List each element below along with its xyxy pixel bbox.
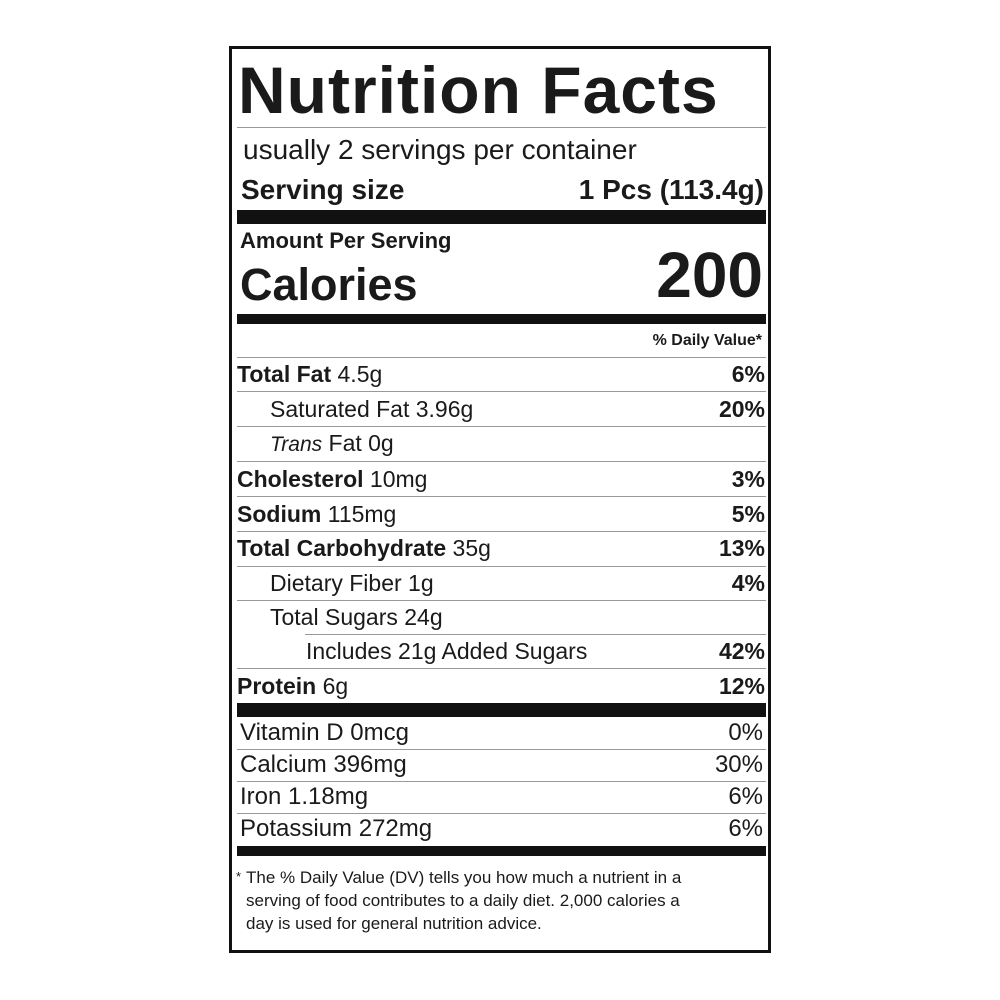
dv-heading: % Daily Value* xyxy=(652,332,762,349)
title: Nutrition Facts xyxy=(238,53,719,127)
nutrient-name: Protein xyxy=(237,673,317,699)
nutrient-amount: 24g xyxy=(404,604,443,630)
divider xyxy=(237,496,766,497)
nutrient-name: Dietary Fiber xyxy=(270,570,402,596)
divider xyxy=(237,781,766,782)
vitamin-name: Vitamin D xyxy=(240,719,344,746)
nutrient-dv: 42% xyxy=(718,638,765,664)
vitamin-dv: 0% xyxy=(728,719,763,746)
nutrient-row: Total Sugars 24g xyxy=(237,602,765,632)
serving-size-value: 1 Pcs (113.4g) xyxy=(578,174,764,205)
nutrient-name: Sodium xyxy=(237,501,322,527)
vitamin-amount: 396mg xyxy=(333,751,407,778)
nutrient-dv: 20% xyxy=(718,396,765,422)
nutrient-amount: 115mg xyxy=(327,501,397,527)
nutrient-amount: 6g xyxy=(322,673,349,699)
vitamin-name: Calcium xyxy=(240,751,327,778)
thick-bar xyxy=(237,314,766,324)
nutrient-dv: 6% xyxy=(731,361,765,387)
vitamin-row: Vitamin D 0mcg 0% xyxy=(240,718,763,748)
footnote-line: day is used for general nutrition advice… xyxy=(246,914,542,933)
nutrient-amount: 35g xyxy=(452,535,491,561)
vitamin-row: Potassium 272mg 6% xyxy=(240,814,763,844)
thick-bar xyxy=(237,210,766,224)
nutrient-row: Includes 21g Added Sugars 42% xyxy=(237,636,765,666)
divider xyxy=(237,600,766,601)
vitamin-dv: 6% xyxy=(728,783,763,810)
calories-label: Calories xyxy=(240,259,418,310)
amount-heading: Amount Per Serving xyxy=(240,228,452,253)
divider xyxy=(237,668,766,669)
nutrient-name: Cholesterol xyxy=(237,466,364,492)
divider xyxy=(237,127,766,128)
footnote-line: serving of food contributes to a daily d… xyxy=(246,891,680,910)
vitamin-amount: 0mcg xyxy=(350,719,409,746)
footnote-marker: * xyxy=(236,869,242,884)
nutrient-amount: 1g xyxy=(408,570,434,596)
divider xyxy=(237,426,766,427)
nutrient-name: Total Carbohydrate xyxy=(237,535,447,561)
vitamin-amount: 272mg xyxy=(358,815,433,842)
nutrient-dv: 5% xyxy=(731,501,765,527)
divider xyxy=(305,634,766,635)
footnote-line: The % Daily Value (DV) tells you how muc… xyxy=(246,868,682,887)
footnote: The % Daily Value (DV) tells you how muc… xyxy=(246,866,681,935)
vitamin-name: Potassium xyxy=(240,815,353,842)
thick-bar xyxy=(237,846,766,856)
nutrient-name: Saturated Fat xyxy=(270,396,410,422)
nutrient-amount: 3.96g xyxy=(415,396,474,422)
nutrient-row: Saturated Fat 3.96g 20% xyxy=(237,394,765,424)
divider xyxy=(237,357,766,358)
serving-size-label: Serving size xyxy=(241,174,405,205)
nutrient-row: Protein 6g 12% xyxy=(237,671,765,701)
nutrient-name: Total Fat xyxy=(237,361,332,387)
label-box xyxy=(229,46,771,953)
divider xyxy=(237,531,766,532)
divider xyxy=(237,566,766,567)
nutrient-dv: 4% xyxy=(731,570,765,596)
nutrient-dv: 13% xyxy=(718,535,765,561)
divider xyxy=(237,749,766,750)
nutrient-dv: 12% xyxy=(718,673,765,699)
nutrient-row: Dietary Fiber 1g 4% xyxy=(237,568,765,598)
divider xyxy=(237,813,766,814)
divider xyxy=(237,461,766,462)
nutrient-row: Cholesterol 10mg 3% xyxy=(237,464,765,494)
nutrient-dv: 3% xyxy=(731,466,765,492)
nutrient-name: Total Sugars xyxy=(270,604,398,630)
vitamin-row: Calcium 396mg 30% xyxy=(240,750,763,780)
nutrient-row: Sodium 115mg 5% xyxy=(237,499,765,529)
thick-bar xyxy=(237,703,766,717)
nutrient-name: Fat xyxy=(328,430,362,456)
nutrient-row: Trans Fat 0g xyxy=(237,428,765,458)
vitamin-dv: 30% xyxy=(714,751,763,778)
nutrient-row: Total Fat 4.5g 6% xyxy=(237,359,765,389)
nutrient-amount: 0g xyxy=(368,430,394,456)
nutrient-row: Total Carbohydrate 35g 13% xyxy=(237,533,765,563)
servings: usually 2 servings per container xyxy=(243,134,637,165)
calories-value: 200 xyxy=(656,239,763,311)
nutrient-amount: 10mg xyxy=(369,466,428,492)
divider xyxy=(237,391,766,392)
vitamin-dv: 6% xyxy=(728,815,763,842)
nutrient-amount: 4.5g xyxy=(337,361,383,387)
added-sugars: Includes 21g Added Sugars xyxy=(306,638,588,664)
vitamin-row: Iron 1.18mg 6% xyxy=(240,782,763,812)
vitamin-name: Iron xyxy=(240,783,282,810)
vitamin-amount: 1.18mg xyxy=(288,783,369,810)
nutrient-name-italic: Trans xyxy=(270,433,323,456)
